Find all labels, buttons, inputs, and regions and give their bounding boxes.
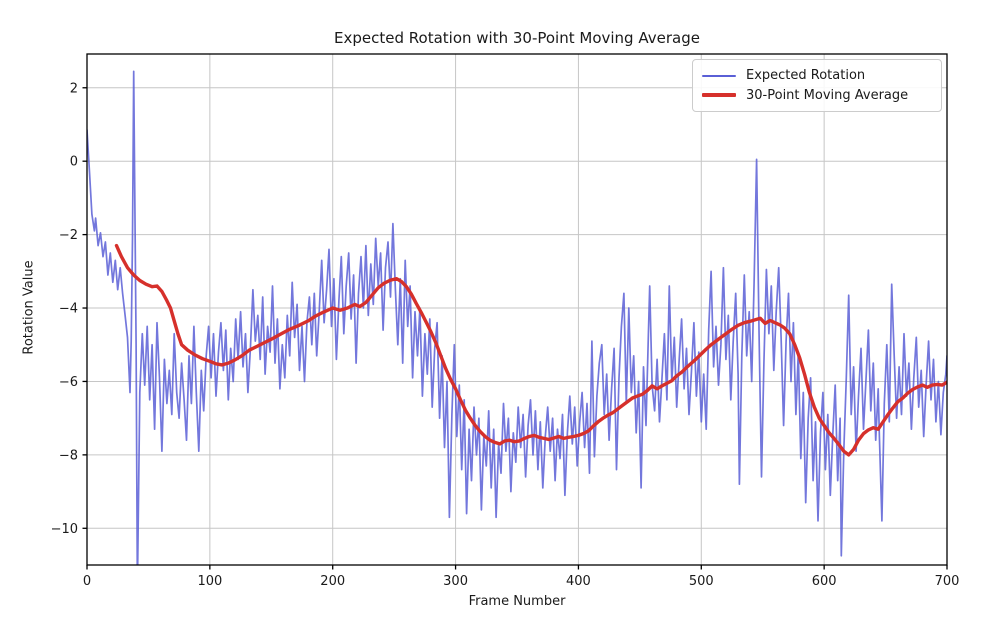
y-tick-label: −10	[51, 522, 78, 537]
legend: Expected Rotation 30-Point Moving Averag…	[692, 59, 942, 112]
x-tick-label: 600	[812, 574, 837, 589]
y-tick-label: −6	[59, 375, 78, 390]
series-group	[87, 70, 947, 565]
legend-label-expected-rotation: Expected Rotation	[746, 68, 866, 84]
y-tick-label: 0	[70, 155, 78, 170]
y-tick-label: −2	[59, 228, 78, 243]
x-tick-label: 300	[443, 574, 468, 589]
moving-average-line	[114, 243, 947, 457]
x-tick-label: 0	[83, 574, 91, 589]
x-tick-label: 400	[566, 574, 591, 589]
legend-label-moving-average: 30-Point Moving Average	[746, 87, 909, 103]
x-tick-label: 100	[197, 574, 222, 589]
y-axis-label: Rotation Value	[21, 260, 37, 355]
moving-average-line-sample	[702, 93, 736, 98]
y-tick-label: −4	[59, 302, 78, 317]
x-axis-label: Frame Number	[468, 594, 566, 609]
chart-title: Expected Rotation with 30-Point Moving A…	[334, 29, 700, 47]
x-tick-label: 200	[320, 574, 345, 589]
legend-item-moving-average: 30-Point Moving Average	[702, 88, 931, 103]
legend-item-expected-rotation: Expected Rotation	[702, 68, 931, 83]
x-tick-label: 700	[935, 574, 960, 589]
x-tick-label: 500	[689, 574, 714, 589]
expected-rotation-line-sample	[702, 74, 736, 77]
y-tick-label: −8	[59, 448, 78, 463]
plot-border	[86, 53, 948, 566]
expected-rotation-line	[87, 70, 947, 565]
y-tick-label: 2	[70, 81, 78, 96]
